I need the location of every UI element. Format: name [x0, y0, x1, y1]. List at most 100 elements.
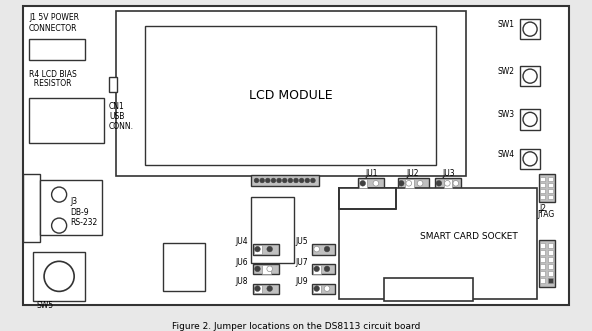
Bar	[539, 240, 555, 287]
Text: J2: J2	[539, 204, 546, 213]
Circle shape	[314, 286, 320, 291]
Circle shape	[267, 286, 272, 291]
Bar	[540, 264, 545, 269]
Circle shape	[417, 180, 423, 186]
Bar	[540, 195, 545, 199]
Bar	[384, 278, 473, 301]
Bar	[548, 278, 552, 283]
Text: JU9: JU9	[295, 277, 308, 286]
Bar	[548, 250, 552, 255]
Text: LCD MODULE: LCD MODULE	[249, 89, 332, 102]
Bar	[548, 189, 552, 193]
Text: SW1: SW1	[497, 20, 514, 29]
Circle shape	[324, 246, 330, 252]
Bar	[313, 285, 321, 293]
Bar	[548, 257, 552, 262]
Circle shape	[44, 261, 74, 291]
Bar	[548, 183, 552, 187]
Bar	[253, 284, 279, 294]
Circle shape	[373, 180, 379, 186]
Circle shape	[52, 187, 67, 202]
Bar	[251, 175, 318, 186]
Circle shape	[255, 266, 260, 272]
Circle shape	[267, 266, 272, 272]
Bar	[313, 265, 321, 273]
Text: SW4: SW4	[497, 150, 514, 159]
Bar	[397, 178, 429, 189]
Bar	[405, 179, 413, 188]
Circle shape	[406, 180, 411, 186]
Text: JU4: JU4	[236, 237, 249, 246]
Text: J3
DB-9
RS-232: J3 DB-9 RS-232	[70, 197, 98, 227]
Circle shape	[255, 286, 260, 291]
Bar	[40, 180, 102, 235]
Bar	[251, 197, 294, 263]
Circle shape	[300, 178, 304, 183]
Bar	[540, 278, 545, 283]
Bar	[540, 243, 545, 248]
Bar	[443, 179, 452, 188]
Text: J1 5V POWER
CONNECTOR: J1 5V POWER CONNECTOR	[29, 13, 79, 32]
Bar	[29, 98, 104, 143]
Bar	[520, 19, 540, 39]
Bar	[435, 178, 461, 189]
Circle shape	[260, 178, 265, 183]
Circle shape	[398, 180, 404, 186]
Text: SW3: SW3	[497, 110, 514, 119]
Circle shape	[267, 246, 272, 252]
Bar	[29, 39, 85, 60]
Circle shape	[314, 246, 320, 252]
Bar	[540, 189, 545, 193]
Bar	[358, 178, 384, 189]
Bar	[540, 250, 545, 255]
Bar	[540, 177, 545, 181]
Circle shape	[314, 266, 320, 272]
Circle shape	[360, 180, 366, 186]
Bar	[548, 177, 552, 181]
Bar	[109, 77, 117, 92]
Circle shape	[523, 152, 537, 166]
Text: RESISTOR: RESISTOR	[29, 79, 72, 88]
Bar	[548, 195, 552, 199]
Circle shape	[453, 180, 459, 186]
Text: JTAG: JTAG	[538, 210, 555, 218]
Text: JU6: JU6	[236, 258, 249, 266]
Circle shape	[271, 178, 276, 183]
Text: R4 LCD BIAS: R4 LCD BIAS	[29, 70, 77, 78]
Circle shape	[324, 266, 330, 272]
Text: SMART CARD SOCKET: SMART CARD SOCKET	[420, 232, 518, 241]
Bar	[520, 109, 540, 130]
Circle shape	[305, 178, 310, 183]
Text: JU8: JU8	[236, 277, 248, 286]
Circle shape	[276, 178, 281, 183]
Text: JU1: JU1	[365, 169, 378, 178]
Circle shape	[288, 178, 292, 183]
Bar	[253, 264, 279, 274]
Bar	[548, 271, 552, 276]
Text: JU2: JU2	[406, 169, 419, 178]
Bar	[254, 285, 262, 293]
Circle shape	[294, 178, 298, 183]
Bar	[540, 271, 545, 276]
Bar	[312, 244, 334, 255]
Circle shape	[254, 178, 259, 183]
Circle shape	[265, 178, 270, 183]
Bar	[548, 243, 552, 248]
Text: JU7: JU7	[295, 258, 308, 266]
Circle shape	[324, 286, 330, 291]
Bar	[359, 179, 368, 188]
Bar	[163, 243, 205, 291]
Bar	[33, 252, 85, 301]
Circle shape	[445, 180, 450, 186]
Bar	[312, 264, 334, 274]
Text: JU3: JU3	[442, 169, 455, 178]
Text: SW2: SW2	[497, 67, 514, 76]
Circle shape	[282, 178, 287, 183]
Bar	[539, 174, 555, 202]
Bar	[339, 188, 536, 299]
Bar	[548, 264, 552, 269]
Circle shape	[523, 112, 537, 126]
Bar	[520, 149, 540, 169]
Bar	[312, 284, 334, 294]
Bar	[520, 66, 540, 86]
